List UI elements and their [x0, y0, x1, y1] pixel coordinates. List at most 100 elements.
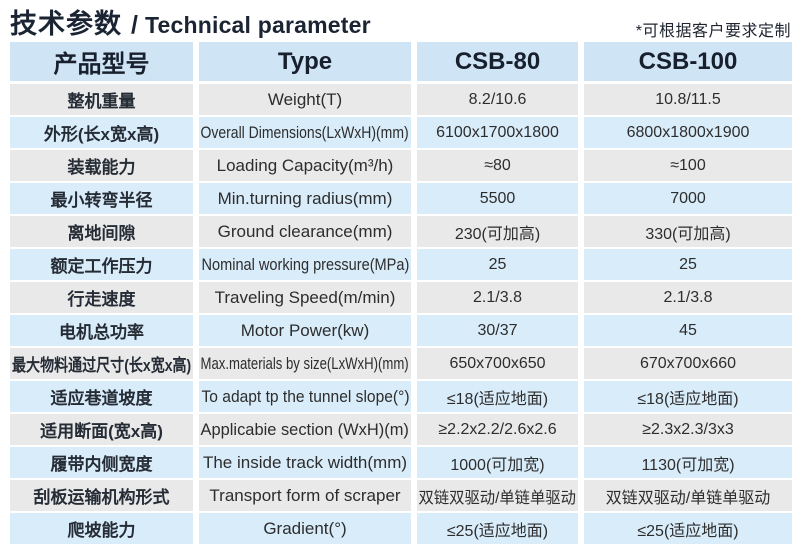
table-row: 额定工作压力 Nominal working pressure(MPa) 25 … [10, 249, 792, 280]
row-label-zh: 整机重量 [67, 92, 136, 111]
row-value-csb80: 6100x1700x1800 [436, 123, 559, 141]
row-label-zh: 履带内侧宽度 [50, 455, 153, 474]
header-cell-product-model: 产品型号 [10, 42, 193, 81]
cell-label-en: Overall Dimensions(LxWxH)(mm) [199, 117, 411, 148]
table-row: 离地间隙 Ground clearance(mm) 230(可加高) 330(可… [10, 216, 792, 247]
cell-value-csb100: 双链双驱动/单链单驱动 [584, 480, 792, 511]
row-label-en: Transport form of scraper [209, 485, 401, 505]
row-value-csb80: 650x700x650 [449, 354, 546, 372]
cell-label-en: Motor Power(kw) [199, 315, 411, 346]
cell-label-en: Max.materials by size(LxWxH)(mm) [199, 348, 411, 379]
cell-label-en: Traveling Speed(m/min) [199, 282, 411, 313]
cell-value-csb100: ≤25(适应地面) [584, 513, 792, 544]
header-cell-csb80: CSB-80 [417, 42, 578, 81]
cell-label-zh: 装载能力 [10, 150, 193, 181]
row-value-csb80: ≤25(适应地面) [446, 522, 549, 540]
row-value-csb100: 45 [679, 321, 697, 339]
row-value-csb100: 2.1/3.8 [663, 288, 713, 306]
cell-label-zh: 适用断面(宽x高) [10, 414, 193, 445]
page-title-en: Technical parameter [144, 12, 371, 38]
row-value-csb80: 2.1/3.8 [473, 288, 522, 306]
cell-value-csb80: 6100x1700x1800 [417, 117, 578, 148]
table-row: 爬坡能力 Gradient(°) ≤25(适应地面) ≤25(适应地面) [10, 513, 792, 544]
table-row: 适用断面(宽x高) Applicabie section (WxH)(m) ≥2… [10, 414, 792, 445]
row-label-en: Motor Power(kw) [240, 320, 370, 340]
cell-label-en: Gradient(°) [199, 513, 411, 544]
header-cell-csb100: CSB-100 [584, 42, 792, 81]
row-value-csb80: 30/37 [477, 321, 518, 339]
row-value-csb100: 6800x1800x1900 [626, 123, 750, 141]
cell-label-en: To adapt tp the tunnel slope(°) [199, 381, 411, 412]
row-value-csb80: 双链双驱动/单链单驱动 [418, 489, 577, 507]
row-label-en: The inside track width(mm) [202, 452, 408, 472]
table-row: 适应巷道坡度 To adapt tp the tunnel slope(°) ≤… [10, 381, 792, 412]
cell-value-csb80: 5500 [417, 183, 578, 214]
cell-value-csb80: 1000(可加宽) [417, 447, 578, 478]
cell-label-en: Transport form of scraper [199, 480, 411, 511]
cell-value-csb80: 25 [417, 249, 578, 280]
row-label-en: To adapt tp the tunnel slope(°) [201, 386, 410, 406]
row-value-csb100: ≥2.3x2.3/3x3 [642, 420, 734, 438]
row-value-csb80: 230(可加高) [454, 225, 541, 243]
cell-label-en: Applicabie section (WxH)(m) [199, 414, 411, 445]
header-label: CSB-80 [454, 47, 541, 75]
row-label-en: Weight(T) [267, 89, 343, 109]
row-value-csb80: 5500 [479, 189, 516, 207]
header-cell-type: Type [199, 42, 411, 81]
cell-value-csb100: ≥2.3x2.3/3x3 [584, 414, 792, 445]
table-row: 刮板运输机构形式 Transport form of scraper 双链双驱动… [10, 480, 792, 511]
cell-value-csb100: 45 [584, 315, 792, 346]
cell-value-csb80: 2.1/3.8 [417, 282, 578, 313]
table-row: 装载能力 Loading Capacity(m³/h) ≈80 ≈100 [10, 150, 792, 181]
row-label-zh: 电机总功率 [59, 323, 144, 342]
row-label-zh: 装载能力 [67, 158, 136, 177]
header-label: Type [277, 47, 333, 75]
table-body: 整机重量 Weight(T) 8.2/10.6 10.8/11.5 外形(长x宽… [10, 84, 792, 544]
cell-label-en: The inside track width(mm) [199, 447, 411, 478]
row-value-csb80: ≤18(适应地面) [446, 390, 549, 408]
row-label-zh: 外形(长x宽x高) [43, 125, 160, 144]
cell-value-csb80: 30/37 [417, 315, 578, 346]
cell-label-zh: 最小转弯半径 [10, 183, 193, 214]
cell-value-csb100: ≤18(适应地面) [584, 381, 792, 412]
table-row: 外形(长x宽x高) Overall Dimensions(LxWxH)(mm) … [10, 117, 792, 148]
row-value-csb80: ≈80 [484, 156, 511, 174]
cell-value-csb100: 1130(可加宽) [584, 447, 792, 478]
row-value-csb100: 1130(可加宽) [641, 456, 735, 474]
row-label-zh: 额定工作压力 [50, 257, 153, 276]
cell-label-en: Loading Capacity(m³/h) [199, 150, 411, 181]
row-value-csb100: 10.8/11.5 [655, 90, 721, 108]
row-label-zh: 离地间隙 [67, 224, 136, 243]
row-label-zh: 最大物料通过尺寸(长x宽x高) [11, 356, 192, 375]
cell-label-en: Ground clearance(mm) [199, 216, 411, 247]
cell-value-csb100: ≈100 [584, 150, 792, 181]
customization-note: *可根据客户要求定制 [635, 23, 791, 40]
cell-value-csb80: ≤25(适应地面) [417, 513, 578, 544]
cell-value-csb80: ≈80 [417, 150, 578, 181]
technical-parameter-table: 产品型号 Type CSB-80 CSB-100 整机重量 Weight(T) … [10, 42, 792, 546]
row-value-csb100: ≤18(适应地面) [637, 390, 739, 408]
cell-label-zh: 刮板运输机构形式 [10, 480, 193, 511]
row-value-csb100: ≈100 [670, 156, 706, 174]
cell-label-zh: 爬坡能力 [10, 513, 193, 544]
row-value-csb100: 670x700x660 [639, 354, 737, 372]
cell-label-zh: 电机总功率 [10, 315, 193, 346]
table-row: 行走速度 Traveling Speed(m/min) 2.1/3.8 2.1/… [10, 282, 792, 313]
row-label-zh: 最小转弯半径 [50, 191, 153, 210]
row-label-en: Min.turning radius(mm) [217, 188, 393, 208]
cell-label-zh: 离地间隙 [10, 216, 193, 247]
header-label: 产品型号 [53, 51, 150, 78]
page-title: 技术参数 / Technical parameter [10, 2, 792, 42]
row-label-en: Applicabie section (WxH)(m) [200, 419, 410, 439]
cell-value-csb100: 6800x1800x1900 [584, 117, 792, 148]
row-value-csb100: 330(可加高) [645, 225, 731, 243]
row-label-en: Ground clearance(mm) [217, 221, 393, 241]
cell-label-en: Nominal working pressure(MPa) [199, 249, 411, 280]
cell-label-en: Weight(T) [199, 84, 411, 115]
row-value-csb100: 25 [679, 255, 697, 273]
cell-label-en: Min.turning radius(mm) [199, 183, 411, 214]
table-header-row: 产品型号 Type CSB-80 CSB-100 [10, 42, 792, 81]
cell-value-csb100: 10.8/11.5 [584, 84, 792, 115]
cell-value-csb100: 7000 [584, 183, 792, 214]
cell-value-csb100: 330(可加高) [584, 216, 792, 247]
